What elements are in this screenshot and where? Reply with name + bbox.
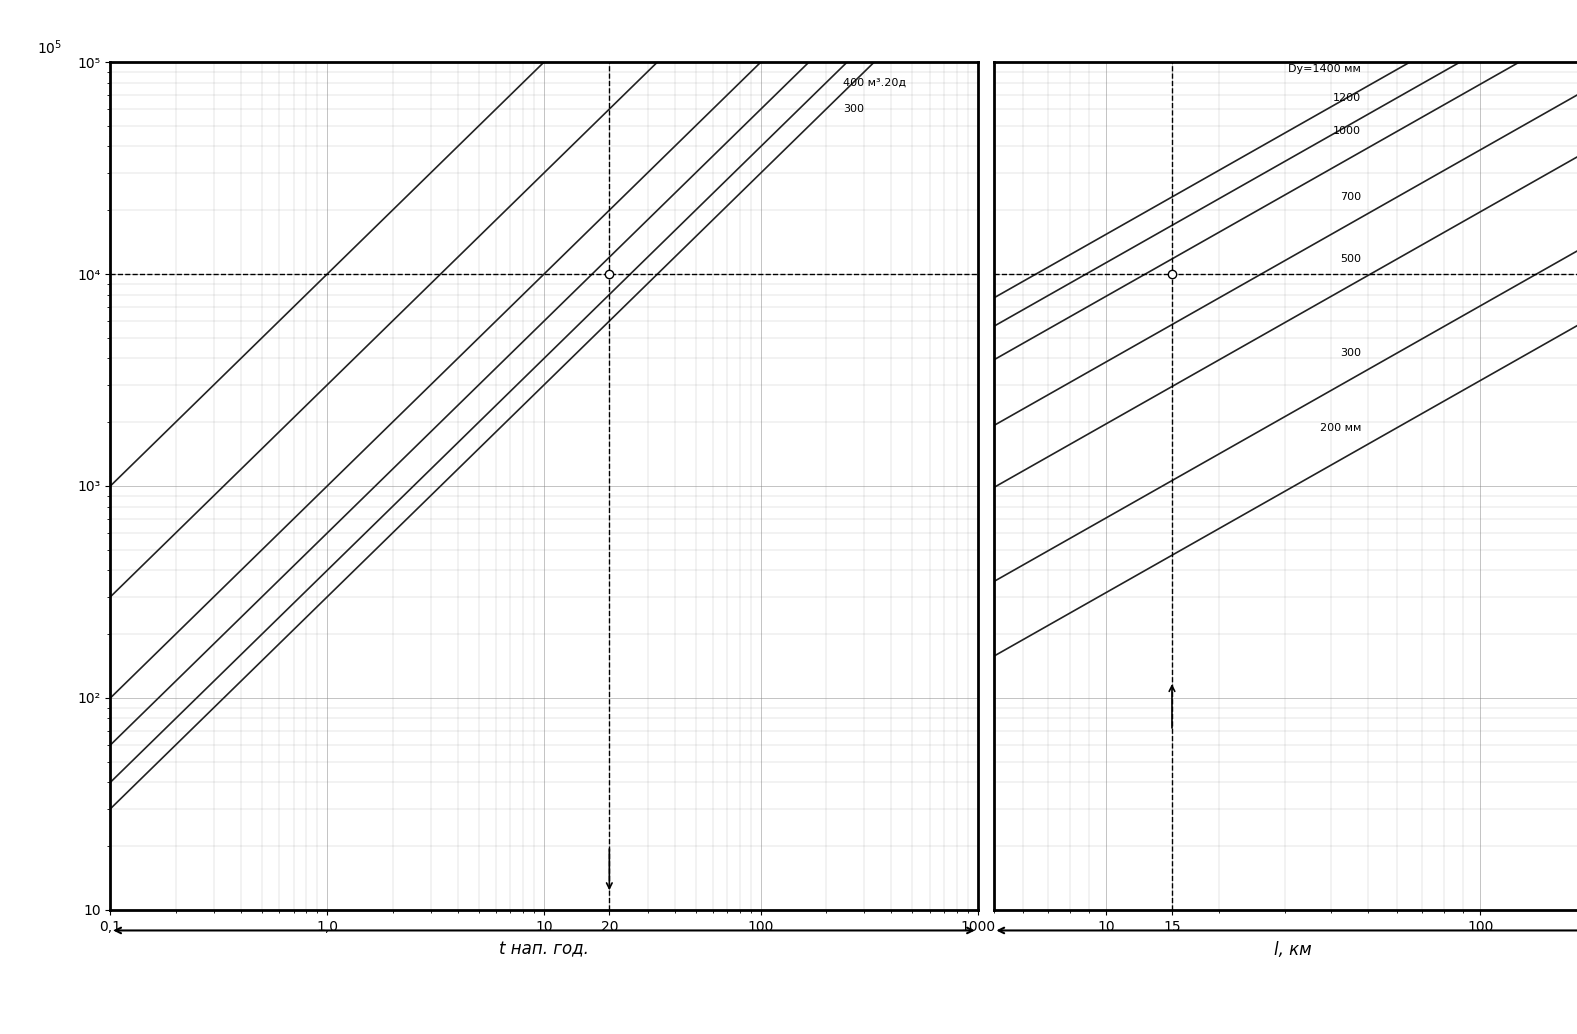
Text: $10^5$: $10^5$ — [38, 38, 62, 57]
Text: 400 м³.20д: 400 м³.20д — [844, 78, 907, 88]
Text: 300: 300 — [1340, 348, 1361, 358]
Text: 200 мм: 200 мм — [1320, 423, 1361, 432]
Text: 1200: 1200 — [1333, 93, 1361, 102]
Text: Dу=1400 мм: Dу=1400 мм — [1288, 64, 1361, 74]
Text: 1000: 1000 — [1333, 126, 1361, 136]
X-axis label: l, км: l, км — [1274, 941, 1312, 959]
X-axis label: t нап. год.: t нап. год. — [500, 941, 588, 959]
Text: 700: 700 — [1340, 192, 1361, 202]
Text: 300: 300 — [844, 104, 864, 114]
Text: 500: 500 — [1340, 254, 1361, 264]
